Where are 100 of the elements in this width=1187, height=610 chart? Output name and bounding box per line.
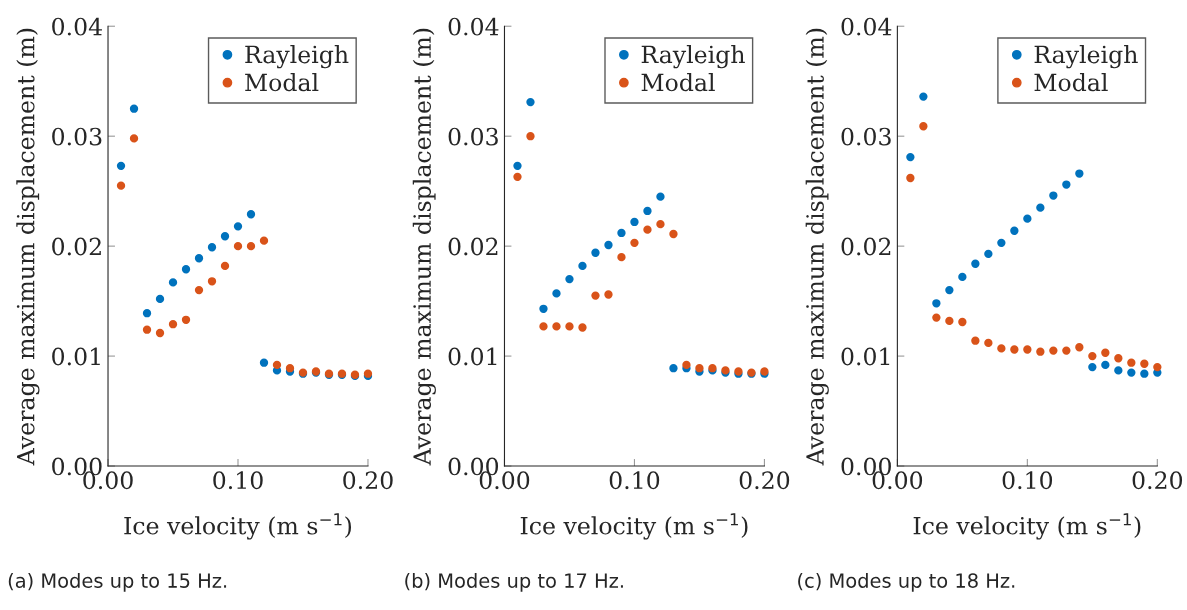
point bbox=[539, 304, 548, 313]
x-axis-title: Ice velocity (m s$^{−1}$) bbox=[124, 513, 352, 540]
point bbox=[604, 290, 613, 299]
point bbox=[984, 249, 993, 258]
point bbox=[906, 173, 915, 183]
point bbox=[1010, 226, 1019, 235]
legend-label: Rayleigh bbox=[1034, 45, 1138, 69]
point bbox=[1023, 214, 1032, 223]
point bbox=[1075, 343, 1084, 352]
point bbox=[617, 252, 626, 262]
point bbox=[906, 152, 915, 162]
point bbox=[1023, 345, 1032, 354]
y-axis-title: Average maximum displacement (m) bbox=[805, 28, 829, 466]
point bbox=[1075, 169, 1084, 178]
y-tick-label: 0.04 bbox=[841, 17, 892, 36]
y-axis-title: Average maximum displacement (m) bbox=[16, 28, 40, 466]
point bbox=[220, 232, 230, 241]
y-tick-label: 0.03 bbox=[52, 127, 102, 146]
point bbox=[669, 229, 678, 239]
point bbox=[1062, 180, 1071, 189]
legend-label: Modal bbox=[641, 73, 715, 92]
point bbox=[591, 291, 600, 300]
point bbox=[539, 322, 548, 331]
point bbox=[997, 238, 1006, 247]
point bbox=[1140, 359, 1149, 368]
point bbox=[1114, 354, 1123, 363]
x-tick-label: 0.10 bbox=[609, 471, 660, 490]
x-tick-label: 0.20 bbox=[739, 471, 790, 490]
point bbox=[1127, 368, 1136, 377]
point bbox=[604, 240, 613, 250]
point bbox=[919, 122, 928, 131]
y-tick-label: 0.03 bbox=[448, 127, 498, 146]
point bbox=[142, 309, 152, 318]
point bbox=[552, 322, 561, 331]
point bbox=[1010, 345, 1019, 354]
x-tick-label: 0.20 bbox=[343, 471, 393, 490]
y-tick-label: 0.01 bbox=[841, 347, 890, 366]
point bbox=[168, 320, 178, 329]
point bbox=[643, 206, 652, 216]
point bbox=[565, 322, 574, 331]
y-tick-label: 0.02 bbox=[448, 237, 498, 256]
y-tick-label: 0.02 bbox=[841, 237, 891, 256]
point bbox=[259, 236, 269, 245]
x-tick-label: 0.10 bbox=[213, 471, 263, 490]
x-axis-title: Ice velocity (m s$^{−1}$) bbox=[520, 513, 748, 540]
point bbox=[207, 277, 217, 286]
point bbox=[1088, 351, 1097, 361]
x-tick-label: 0.10 bbox=[1002, 471, 1053, 490]
point bbox=[526, 97, 535, 107]
point bbox=[1062, 346, 1071, 355]
point bbox=[656, 219, 665, 229]
y-tick-label: 0.01 bbox=[448, 347, 497, 366]
point bbox=[155, 294, 165, 304]
point bbox=[233, 222, 243, 231]
y-tick-label: 0.01 bbox=[52, 347, 100, 366]
point bbox=[1088, 362, 1097, 372]
point bbox=[591, 248, 600, 257]
point bbox=[220, 261, 230, 271]
point bbox=[155, 328, 165, 338]
legend-label: Modal bbox=[245, 73, 319, 92]
point bbox=[984, 338, 993, 348]
point bbox=[526, 132, 535, 141]
point bbox=[181, 265, 191, 274]
point bbox=[246, 241, 256, 251]
point bbox=[578, 323, 587, 332]
point bbox=[168, 278, 178, 287]
point bbox=[259, 358, 269, 367]
point bbox=[630, 238, 639, 247]
point bbox=[643, 225, 652, 234]
y-axis-title: Average maximum displacement (m) bbox=[412, 28, 436, 466]
point bbox=[1036, 347, 1045, 356]
point bbox=[1036, 203, 1045, 212]
text: (a) Modes up to 15 Hz. bbox=[8, 572, 227, 592]
point bbox=[1101, 360, 1110, 370]
point bbox=[207, 243, 217, 252]
legend-label: Modal bbox=[1034, 73, 1108, 92]
point bbox=[958, 272, 967, 282]
point bbox=[971, 336, 980, 345]
point bbox=[129, 134, 139, 143]
point bbox=[272, 360, 282, 370]
point bbox=[513, 161, 522, 171]
point bbox=[565, 274, 574, 284]
point bbox=[669, 364, 678, 373]
y-tick-label: 0.04 bbox=[52, 17, 102, 36]
point bbox=[1153, 362, 1162, 372]
point bbox=[129, 104, 139, 113]
point bbox=[932, 299, 941, 308]
point bbox=[1140, 369, 1149, 378]
legend-label: Rayleigh bbox=[245, 45, 349, 69]
y-tick-label: 0.03 bbox=[841, 127, 891, 146]
point bbox=[997, 344, 1006, 353]
point bbox=[1101, 348, 1110, 357]
point bbox=[1127, 358, 1136, 367]
point bbox=[630, 217, 639, 227]
point bbox=[116, 181, 126, 190]
point bbox=[142, 325, 152, 334]
point bbox=[932, 313, 941, 322]
x-tick-label: 0.20 bbox=[1132, 471, 1183, 490]
x-axis-title: Ice velocity (m s$^{−1}$) bbox=[913, 513, 1141, 540]
text: (b) Modes up to 17 Hz. bbox=[405, 572, 623, 592]
